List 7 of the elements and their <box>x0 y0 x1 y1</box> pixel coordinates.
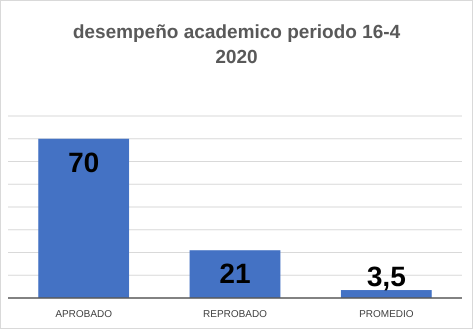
chart-title: desempeño academico periodo 16-4 2020 <box>72 22 401 68</box>
data-label: 70 <box>68 146 100 178</box>
x-tick-label: PROMEDIO <box>359 309 414 320</box>
x-tick-label: APROBADO <box>55 309 112 320</box>
x-tick-label: REPROBADO <box>203 309 268 320</box>
data-label: 21 <box>219 258 251 290</box>
data-label: 3,5 <box>366 261 406 292</box>
